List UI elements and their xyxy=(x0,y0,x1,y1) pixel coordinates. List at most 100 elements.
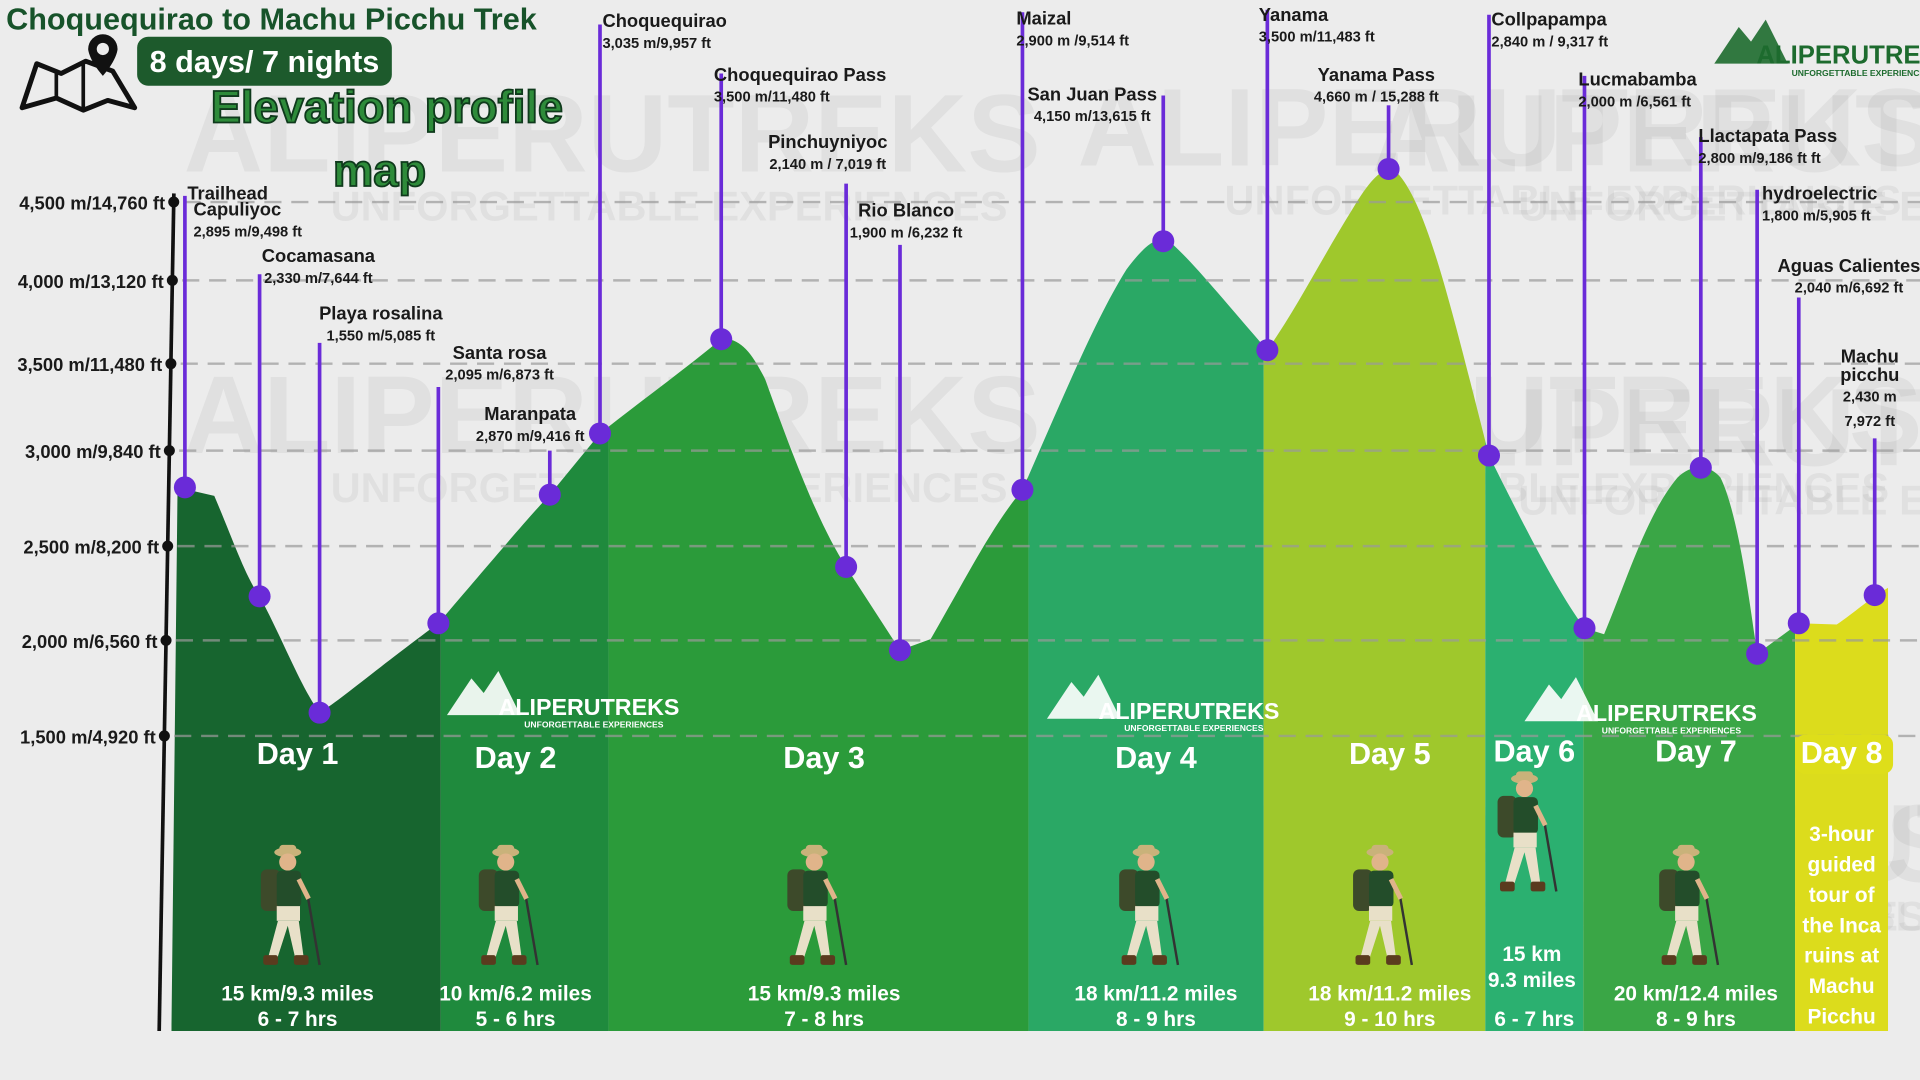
waypoint-dot xyxy=(1477,444,1500,467)
watermark-brand: ALIPERUTREKS xyxy=(1371,72,1920,195)
logo-name: ALIPERUTREKS xyxy=(1099,698,1280,724)
waypoint-name: Cocamasana xyxy=(262,245,376,266)
day-distance: 15 km/9.3 miles xyxy=(221,982,374,1005)
waypoint-elevation: 2,800 m/9,186 ft ft xyxy=(1698,151,1821,167)
logo-mountain xyxy=(1524,677,1598,722)
axis-label: 3,500 m/11,480 ft xyxy=(17,354,162,375)
waypoint-elevation: 3,035 m/9,957 ft xyxy=(602,36,711,52)
day-description: the Inca xyxy=(1802,914,1881,937)
day-label: Day 6 xyxy=(1493,735,1575,769)
day-label: Day 8 xyxy=(1801,736,1883,770)
waypoint-elevation: 2,430 m xyxy=(1843,390,1897,406)
trailhead-label: Trailhead xyxy=(187,183,268,204)
day-duration: 9 - 10 hrs xyxy=(1344,1008,1435,1031)
day-label: Day 4 xyxy=(1115,741,1197,775)
day-distance: 10 km/6.2 miles xyxy=(439,982,592,1005)
waypoint-dot xyxy=(173,476,196,499)
waypoint-name: Santa rosa xyxy=(453,342,548,363)
day-label: Day 7 xyxy=(1655,735,1737,769)
waypoint-elevation: 2,140 m / 7,019 ft xyxy=(769,157,886,173)
day-label: Day 3 xyxy=(783,741,865,775)
logo-tagline: UNFORGETTABLE EXPERIENCES xyxy=(1792,68,1920,78)
waypoint-dot xyxy=(308,701,331,724)
waypoint-dot xyxy=(1689,456,1712,479)
waypoint-dot xyxy=(888,639,912,662)
day-distance: 15 km/9.3 miles xyxy=(748,982,901,1005)
waypoint-dot xyxy=(588,422,612,445)
waypoint-elevation: 2,840 m / 9,317 ft xyxy=(1491,35,1608,51)
waypoint-name: Lucmabamba xyxy=(1578,69,1697,90)
axis-label: 3,000 m/9,840 ft xyxy=(25,441,161,462)
axis-dot xyxy=(168,196,180,208)
day-description: Picchu xyxy=(1808,1005,1876,1028)
day-distance: 20 km/12.4 miles xyxy=(1614,982,1778,1005)
waypoint-name: Choquequirao Pass xyxy=(714,64,886,85)
waypoint-elevation: 2,000 m /6,561 ft xyxy=(1578,95,1691,111)
heading: Elevation profile xyxy=(211,81,563,132)
waypoint-dot xyxy=(835,555,858,578)
waypoint-name: hydroelectric xyxy=(1762,183,1877,204)
axis-dot xyxy=(158,730,170,742)
axis-label: 2,000 m/6,560 ft xyxy=(22,631,158,652)
watermark-tagline: UNFORGETTABLE EXPERIENCES xyxy=(1224,176,1901,223)
waypoint-dot xyxy=(710,328,733,351)
waypoint-name: Yanama xyxy=(1259,4,1329,25)
watermark-brand: ALIPERUTREKS xyxy=(1078,66,1920,189)
day-label-box xyxy=(1795,734,1894,774)
days: Day 1 15 km/9.3 miles 6 - 7 hrs Day 2 10 km/… xyxy=(221,734,1894,1031)
axis-label: 2,500 m/8,200 ft xyxy=(23,536,159,557)
waypoint-dot xyxy=(1863,584,1886,607)
day-duration: 6 - 7 hrs xyxy=(258,1008,338,1031)
day-distance: 9.3 miles xyxy=(1488,969,1576,992)
waypoint-dot xyxy=(427,612,450,635)
waypoint-dot xyxy=(1011,478,1034,501)
axis-label: 4,500 m/14,760 ft xyxy=(19,192,165,213)
logo-tagline: UNFORGETTABLE EXPERIENCES xyxy=(1602,725,1742,735)
waypoint-dot xyxy=(1377,157,1400,180)
waypoint-name: Maranpata xyxy=(484,403,577,424)
day-duration: 7 - 8 hrs xyxy=(784,1008,864,1031)
waypoint-dot xyxy=(1152,230,1175,253)
waypoint-name: Llactapata Pass xyxy=(1698,125,1837,146)
logo-name: ALIPERUTREKS xyxy=(1756,42,1920,70)
waypoint-elevation: 1,550 m/5,085 ft xyxy=(327,328,436,344)
waypoint-elevation: 1,900 m /6,232 ft xyxy=(850,226,963,242)
elevation-grid xyxy=(174,200,1920,738)
waypoint-elevation: 1,800 m/5,905 ft xyxy=(1762,208,1871,224)
waypoint-elevation: 2,895 m/9,498 ft xyxy=(193,224,302,240)
waypoint-dot xyxy=(538,483,561,506)
waypoint-elevation: 3,500 m/11,480 ft xyxy=(714,90,830,106)
waypoint-name: Yanama Pass xyxy=(1318,64,1435,85)
badge-text: 8 days/ 7 nights xyxy=(150,45,380,79)
waypoint-dot xyxy=(1573,617,1596,640)
waypoint-elevation: 2,900 m /9,514 ft xyxy=(1016,33,1129,49)
waypoint-name: San Juan Pass xyxy=(1027,83,1157,104)
waypoint-dot xyxy=(248,585,271,608)
waypoint-elevation: 4,660 m / 15,288 ft xyxy=(1314,90,1439,106)
waypoint-name: Choquequirao xyxy=(602,10,726,31)
waypoint-elevation: 4,150 m/13,615 ft xyxy=(1034,109,1151,125)
axis-dot xyxy=(162,540,174,552)
axis-line xyxy=(157,193,176,1032)
waypoint-dot xyxy=(1787,612,1810,635)
waypoint-name: Machu xyxy=(1841,345,1899,366)
waypoint-elevation: 7,972 ft xyxy=(1844,414,1895,430)
day-duration: 8 - 9 hrs xyxy=(1116,1008,1196,1031)
day-description: guided xyxy=(1808,854,1876,877)
watermark-brand: ALIPERUTREKS xyxy=(184,72,1041,195)
waypoint-name: Maizal xyxy=(1016,7,1071,28)
map-icon xyxy=(19,34,138,113)
day-duration: 5 - 6 hrs xyxy=(476,1008,556,1031)
watermark-tagline: UNFORGETTABLE EXPERIENCES xyxy=(331,182,1008,229)
day-description: 3-hour xyxy=(1809,823,1874,846)
waypoint-name: Pinchuyniyoc xyxy=(768,131,887,152)
day-distance: 15 km xyxy=(1502,943,1561,966)
waypoint-dot xyxy=(1746,642,1769,665)
waypoint-name: Capuliyoc xyxy=(193,199,281,220)
waypoints: Capuliyoc 2,895 m/9,498 ft Cocamasana 2,330… xyxy=(173,4,1920,724)
day-distance: 18 km/11.2 miles xyxy=(1074,982,1237,1005)
axis-label: 1,500 m/4,920 ft xyxy=(20,726,156,747)
